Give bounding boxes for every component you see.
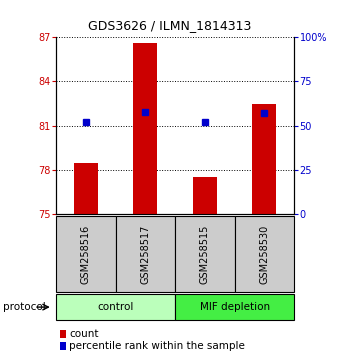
Text: GSM258530: GSM258530 [259,224,269,284]
Bar [193,177,217,214]
Bar [74,162,98,214]
Text: GSM258517: GSM258517 [140,224,150,284]
Text: count: count [69,329,99,339]
Bar [253,103,276,214]
Text: GDS3626 / ILMN_1814313: GDS3626 / ILMN_1814313 [88,19,252,33]
Bar [134,43,157,214]
Text: percentile rank within the sample: percentile rank within the sample [69,341,245,351]
Text: protocol: protocol [3,302,46,312]
Text: control: control [98,302,134,312]
Text: GSM258515: GSM258515 [200,224,210,284]
Text: GSM258516: GSM258516 [81,224,91,284]
Text: MIF depletion: MIF depletion [200,302,270,312]
